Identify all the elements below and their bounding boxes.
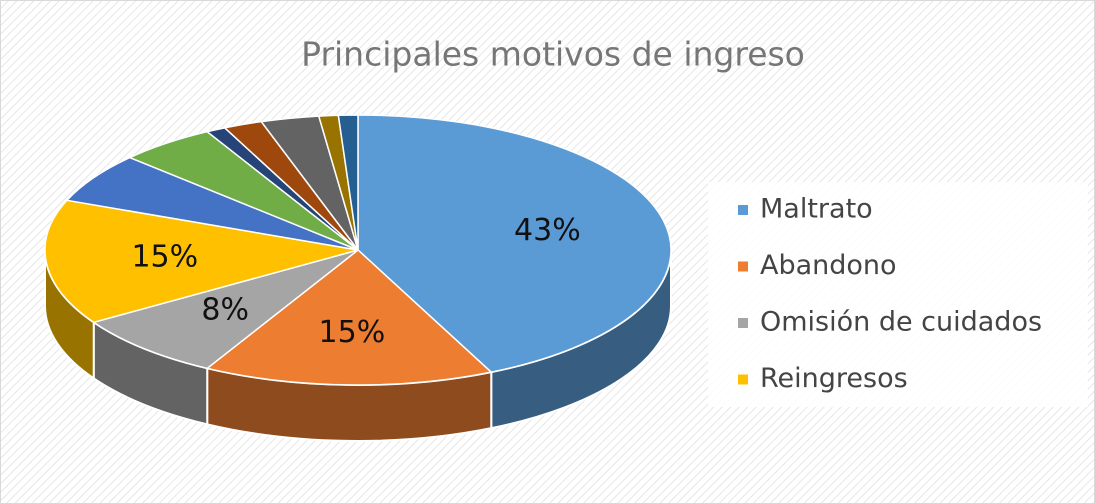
legend-label: Reingresos: [760, 363, 908, 394]
slice: [91, 249, 359, 370]
data-label: 15%: [319, 315, 386, 350]
legend-label: Abandono: [760, 250, 897, 281]
slice: [337, 114, 359, 251]
chart-title: Principales motivos de ingreso: [301, 35, 805, 74]
legend-marker: [738, 318, 748, 328]
data-label: 43%: [514, 213, 581, 248]
slice: [357, 114, 672, 373]
data-label: 8%: [201, 293, 249, 328]
slice: [44, 199, 359, 324]
legend-marker: [738, 261, 748, 272]
data-label: 15%: [131, 239, 198, 274]
slice: [205, 249, 493, 386]
legend-marker: [738, 374, 748, 385]
legend-label: Maltrato: [760, 194, 873, 225]
slice: [65, 156, 359, 251]
legend-marker: [738, 205, 748, 215]
legend-box: [708, 182, 1088, 407]
legend-label: Omisión de cuidados: [760, 307, 1042, 338]
